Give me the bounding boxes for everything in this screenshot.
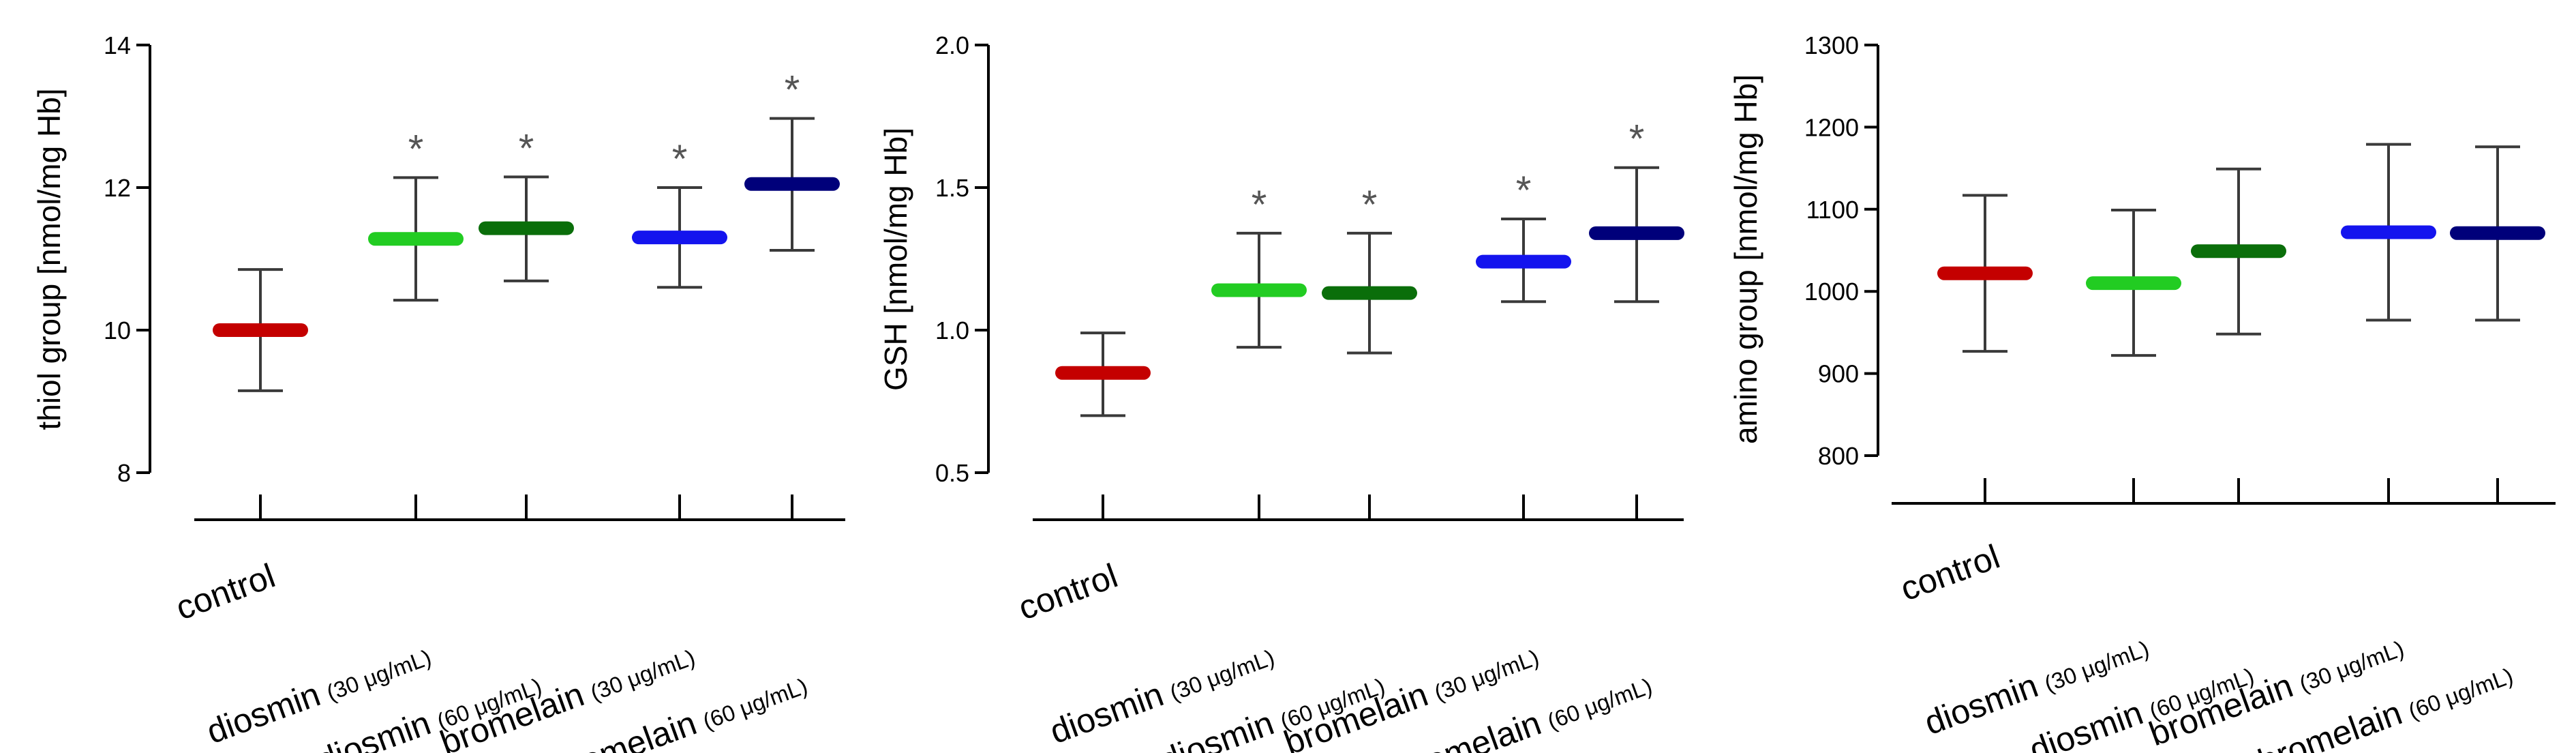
y-tick-label: 1.0 — [935, 316, 969, 344]
category-concentration: (30 μg/mL) — [587, 645, 698, 706]
category-name: diosmin — [2025, 694, 2148, 753]
y-tick-label: 1000 — [1804, 278, 1859, 306]
mean-bar — [1211, 283, 1307, 297]
significance-star: * — [408, 127, 424, 171]
category-concentration: (60 μg/mL) — [2405, 663, 2516, 724]
mean-bar — [2450, 226, 2545, 240]
y-tick-label: 8 — [117, 459, 131, 487]
mean-bar — [1476, 254, 1571, 269]
y-tick-label: 2.0 — [935, 31, 969, 59]
y-tick-label: 1.5 — [935, 174, 969, 202]
y-axis-title: GSH [nmol/mg Hb] — [878, 128, 913, 391]
significance-star: * — [1516, 168, 1532, 213]
category-name: diosmin — [1155, 704, 1279, 753]
mean-bar — [632, 231, 727, 245]
y-tick-label: 14 — [104, 31, 131, 59]
significance-star: * — [1629, 117, 1645, 162]
mean-bar — [1937, 266, 2033, 280]
category-concentration: (30 μg/mL) — [323, 645, 434, 706]
category-concentration: (60 μg/mL) — [699, 673, 810, 735]
mean-bar — [1322, 286, 1417, 300]
y-tick-label: 1100 — [1806, 196, 1859, 224]
mean-bar — [744, 177, 840, 191]
category-name: control — [1896, 537, 2005, 608]
category-name: control — [1014, 557, 1123, 628]
y-axis-title: amino group [nmol/mg Hb] — [1728, 74, 1763, 444]
y-tick-label: 1300 — [1804, 31, 1859, 59]
mean-bar — [479, 221, 574, 235]
category-name: control — [171, 557, 280, 628]
category-concentration: (30 μg/mL) — [2296, 636, 2407, 697]
y-tick-label: 12 — [104, 174, 131, 202]
significance-star: * — [672, 137, 688, 181]
category-name: diosmin — [1045, 675, 1168, 752]
category-label: control — [1896, 537, 2005, 608]
y-axis-title: thiol group [nmol/mg Hb] — [31, 88, 67, 430]
mean-bar — [1055, 366, 1151, 380]
mean-bar — [1589, 226, 1684, 240]
chart-panel-1: 8 10 12 14 thiol group [nmol/mg Hb] control * d… — [31, 31, 845, 753]
category-label: control — [1014, 557, 1123, 628]
category-label: control — [171, 557, 280, 628]
mean-bar — [2086, 276, 2181, 291]
category-name: diosmin — [202, 675, 325, 752]
y-tick-label: 800 — [1818, 442, 1859, 470]
significance-star: * — [1362, 183, 1378, 227]
mean-bar — [368, 232, 464, 246]
chart-panel-3: 800 900 1000 1100 1200 1300 amino group [nmol/… — [1728, 31, 2556, 753]
category-name: diosmin — [1920, 666, 2043, 743]
category-concentration: (60 μg/mL) — [1544, 673, 1655, 735]
category-concentration: (30 μg/mL) — [1166, 645, 1277, 706]
category-concentration: (30 μg/mL) — [1431, 645, 1542, 706]
y-tick-label: 1200 — [1804, 113, 1859, 141]
chart-panel-2: 0.5 1.0 1.5 2.0 GSH [nmol/mg Hb] control * dios… — [878, 31, 1684, 753]
significance-star: * — [785, 68, 800, 113]
mean-bar — [213, 323, 308, 337]
mean-bar — [2341, 225, 2436, 239]
significance-star: * — [1252, 183, 1267, 227]
y-tick-label: 10 — [104, 316, 131, 344]
mean-bar — [2191, 244, 2286, 259]
category-concentration: (30 μg/mL) — [2041, 636, 2152, 697]
y-tick-label: 0.5 — [935, 459, 969, 487]
y-tick-label: 900 — [1818, 360, 1859, 388]
category-name: diosmin — [312, 704, 436, 753]
significance-star: * — [519, 126, 534, 171]
category-label: bromelain(60 μg/mL) — [1392, 664, 1656, 753]
